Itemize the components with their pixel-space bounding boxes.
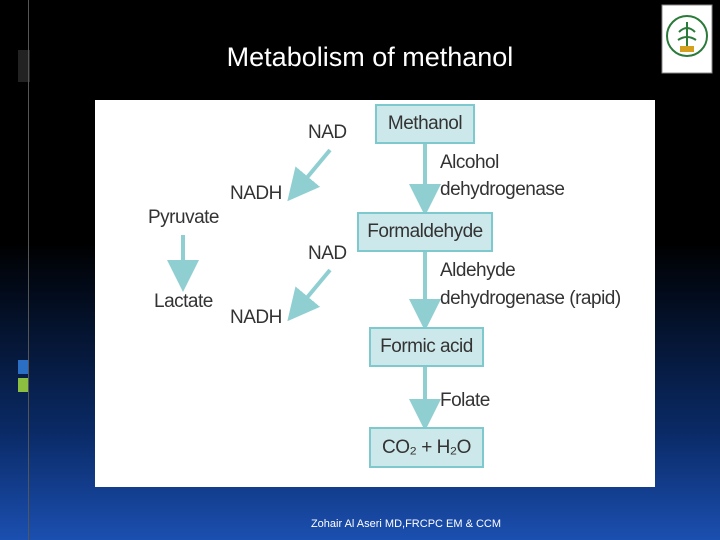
decor-bar <box>18 50 30 82</box>
side-metabolite: Pyruvate <box>148 207 219 228</box>
enzyme: dehydrogenase <box>440 179 565 200</box>
cofactor: NAD <box>308 122 347 143</box>
cofactor: NADH <box>230 307 282 328</box>
enzyme: dehydrogenase (rapid) <box>440 288 621 309</box>
arrow <box>287 148 332 202</box>
arrow <box>287 268 332 322</box>
footer: Zohair Al Aseri MD,FRCPC EM & CCM <box>310 518 502 530</box>
diagram-panel: Methanol Formaldehyde Formic acid CO₂ + … <box>95 100 655 487</box>
arrows <box>167 143 441 431</box>
decor-square <box>18 378 28 392</box>
cofactor: NADH <box>230 183 282 204</box>
node: Formic acid <box>369 327 484 367</box>
side-metabolite: Lactate <box>154 291 213 312</box>
node: Methanol <box>375 104 475 144</box>
node: Formaldehyde <box>357 212 493 252</box>
enzyme: Alcohol <box>440 152 499 173</box>
decor-line <box>28 0 29 540</box>
cofactor: NAD <box>308 243 347 264</box>
enzyme: Aldehyde <box>440 260 516 281</box>
enzyme: Folate <box>440 390 490 411</box>
logo <box>661 4 713 74</box>
slide-title: Metabolism of methanol <box>226 42 514 72</box>
decor-square <box>18 360 28 374</box>
node: CO₂ + H₂O <box>369 427 484 468</box>
